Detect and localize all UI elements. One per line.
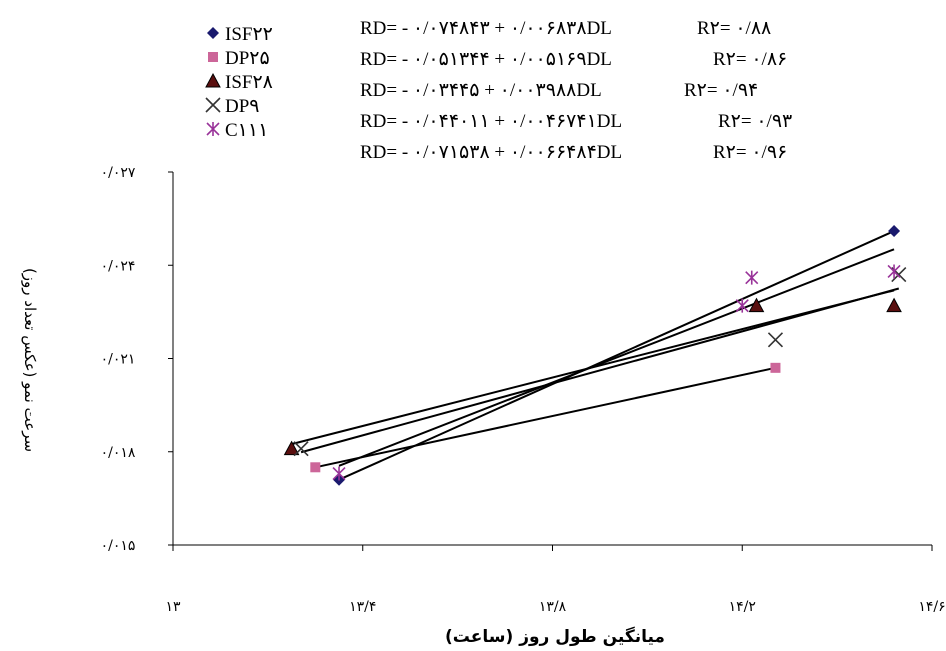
legend: ISF۲۲ DP۲۵ ISF۲۸ DP۹ C۱۱۱	[205, 24, 273, 141]
legend-marker-x-shape	[205, 97, 221, 113]
data-point-asterisk	[332, 466, 346, 481]
data-point-triangle-shape	[886, 297, 902, 313]
data-point-square-shape	[770, 362, 781, 373]
r-squared-value: R۲= ۰/۹۴	[684, 80, 758, 101]
data-point-triangle-shape	[748, 297, 765, 313]
y-tick-label: ۰/۰۲۷	[101, 165, 136, 181]
trend-line-4	[338, 248, 895, 467]
legend-marker-x	[205, 97, 221, 113]
r-squared-value: R۲= ۰/۹۶	[713, 142, 787, 163]
x-tick-label: ۱۳/۸	[539, 599, 567, 615]
data-point-asterisk	[735, 298, 749, 313]
data-point-x-shape	[767, 332, 784, 348]
legend-marker-diamond	[207, 27, 219, 39]
r-squared-value: R۲= ۰/۹۳	[718, 111, 792, 132]
legend-label: DP۲۵	[225, 48, 270, 69]
data-point-asterisk-shape	[332, 466, 346, 481]
tick-labels: ۰/۰۱۵ ۰/۰۱۸ ۰/۰۲۱ ۰/۰۲۴ ۰/۰۲۷ ۱۳ ۱۳/۴ ۱۳/۸ ۱۴/۲ ۱…	[101, 165, 946, 615]
regression-equation: RD= - ۰/۰۴۴۰۱۱ + ۰/۰۰۴۶۷۴۱DL	[360, 111, 622, 132]
data-point-asterisk-shape	[735, 298, 749, 313]
data-point-asterisk-shape	[887, 264, 901, 279]
r-squared-value: R۲= ۰/۸۶	[713, 49, 787, 70]
legend-marker-square-shape	[208, 52, 218, 62]
legend-marker-asterisk	[206, 122, 220, 136]
legend-label: DP۹	[225, 96, 260, 117]
regression-equations: RD= - ۰/۰۷۴۸۴۳ + ۰/۰۰۶۸۳۸DL R۲= ۰/۸۸ RD= -…	[360, 18, 792, 163]
data-point-triangle	[748, 297, 765, 313]
r-squared-value: R۲= ۰/۸۸	[697, 18, 771, 39]
legend-marker-square	[208, 52, 218, 62]
x-tick-label: ۱۴/۲	[729, 599, 756, 615]
data-point-square	[310, 462, 321, 473]
trend-line-1	[315, 366, 776, 469]
data-point-asterisk	[745, 270, 759, 285]
data-point-asterisk-shape	[745, 270, 759, 285]
legend-label: ISF۲۸	[225, 72, 273, 93]
x-axis-label: میانگین طول روز (ساعت)	[445, 626, 665, 647]
y-axis-label: سرعت نمو (عکس تعداد روز)	[21, 268, 39, 452]
regression-equation: RD= - ۰/۰۳۴۴۵ + ۰/۰۰۳۹۸۸DL	[360, 80, 602, 101]
y-tick-label: ۰/۰۱۸	[101, 445, 136, 461]
data-point-diamond	[888, 225, 901, 238]
data-point-x-shape	[293, 441, 309, 457]
legend-label: C۱۱۱	[225, 120, 268, 141]
data-point-x	[767, 332, 784, 348]
trend-line-3	[300, 287, 900, 454]
x-tick-label: ۱۴/۶	[918, 599, 945, 615]
data-point-diamond-shape	[888, 225, 901, 238]
data-points	[283, 225, 907, 486]
regression-equation: RD= - ۰/۰۷۱۵۳۸ + ۰/۰۰۶۶۴۸۴DL	[360, 142, 622, 163]
regression-equation: RD= - ۰/۰۵۱۳۴۴ + ۰/۰۰۵۱۶۹DL	[360, 49, 612, 70]
data-point-triangle	[886, 297, 902, 313]
data-point-triangle	[283, 440, 300, 456]
data-point-x	[293, 441, 309, 457]
data-point-square	[770, 362, 781, 373]
axes	[168, 171, 933, 551]
data-point-square-shape	[310, 462, 321, 473]
data-point-asterisk	[887, 264, 901, 279]
legend-marker-triangle	[205, 72, 221, 88]
trend-line-0	[338, 230, 895, 481]
y-tick-label: ۰/۰۱۵	[101, 538, 136, 554]
x-tick-label: ۱۳	[165, 599, 181, 615]
x-tick-label: ۱۳/۴	[349, 599, 376, 615]
legend-marker-asterisk-shape	[206, 122, 220, 136]
legend-label: ISF۲۲	[225, 24, 273, 45]
legend-marker-triangle-shape	[205, 72, 221, 88]
regression-equation: RD= - ۰/۰۷۴۸۴۳ + ۰/۰۰۶۸۳۸DL	[360, 18, 612, 39]
y-tick-label: ۰/۰۲۱	[101, 352, 136, 368]
y-tick-label: ۰/۰۲۴	[101, 258, 136, 274]
data-point-triangle-shape	[283, 440, 300, 456]
trend-lines	[291, 230, 900, 481]
legend-marker-diamond-shape	[207, 27, 219, 39]
